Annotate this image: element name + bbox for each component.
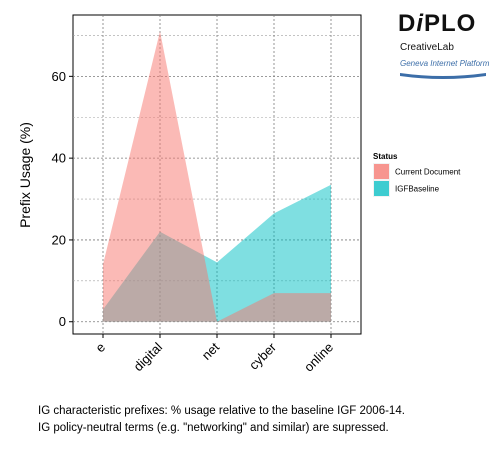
logo-platform: Geneva Internet Platform (400, 59, 490, 68)
x-tick-label: net (199, 339, 223, 363)
x-axis: e digital net cyber online (92, 334, 336, 375)
caption-line-2: IG policy-neutral terms (e.g. "networkin… (38, 422, 389, 434)
logo-swoosh-icon (400, 73, 486, 79)
legend-swatch (374, 164, 389, 179)
caption: IG characteristic prefixes: % usage rela… (38, 403, 405, 437)
y-axis: 0 20 40 60 (52, 69, 73, 329)
logo-brand: DiPLO (398, 10, 477, 37)
x-tick-label: digital (130, 339, 165, 374)
x-tick-label: online (301, 340, 336, 375)
y-axis-label: Prefix Usage (%) (17, 122, 33, 228)
y-tick-label: 40 (52, 151, 66, 166)
y-tick-label: 0 (59, 314, 66, 329)
y-tick-label: 20 (52, 232, 66, 247)
caption-line-1: IG characteristic prefixes: % usage rela… (38, 405, 405, 417)
legend-label: IGFBaseline (395, 185, 440, 194)
areas (103, 31, 331, 322)
diplo-logo: DiPLO CreativeLab Geneva Internet Platfo… (398, 10, 490, 80)
area-series-0 (103, 31, 331, 322)
logo-subtitle: CreativeLab (400, 42, 454, 53)
legend-label: Current Document (395, 168, 461, 177)
legend: Status Current Document IGFBaseline (373, 152, 461, 197)
x-tick-label: cyber (246, 339, 280, 373)
y-tick-label: 60 (52, 69, 66, 84)
x-tick-label: e (92, 340, 108, 356)
legend-title: Status (373, 152, 398, 161)
legend-swatch (374, 181, 389, 196)
